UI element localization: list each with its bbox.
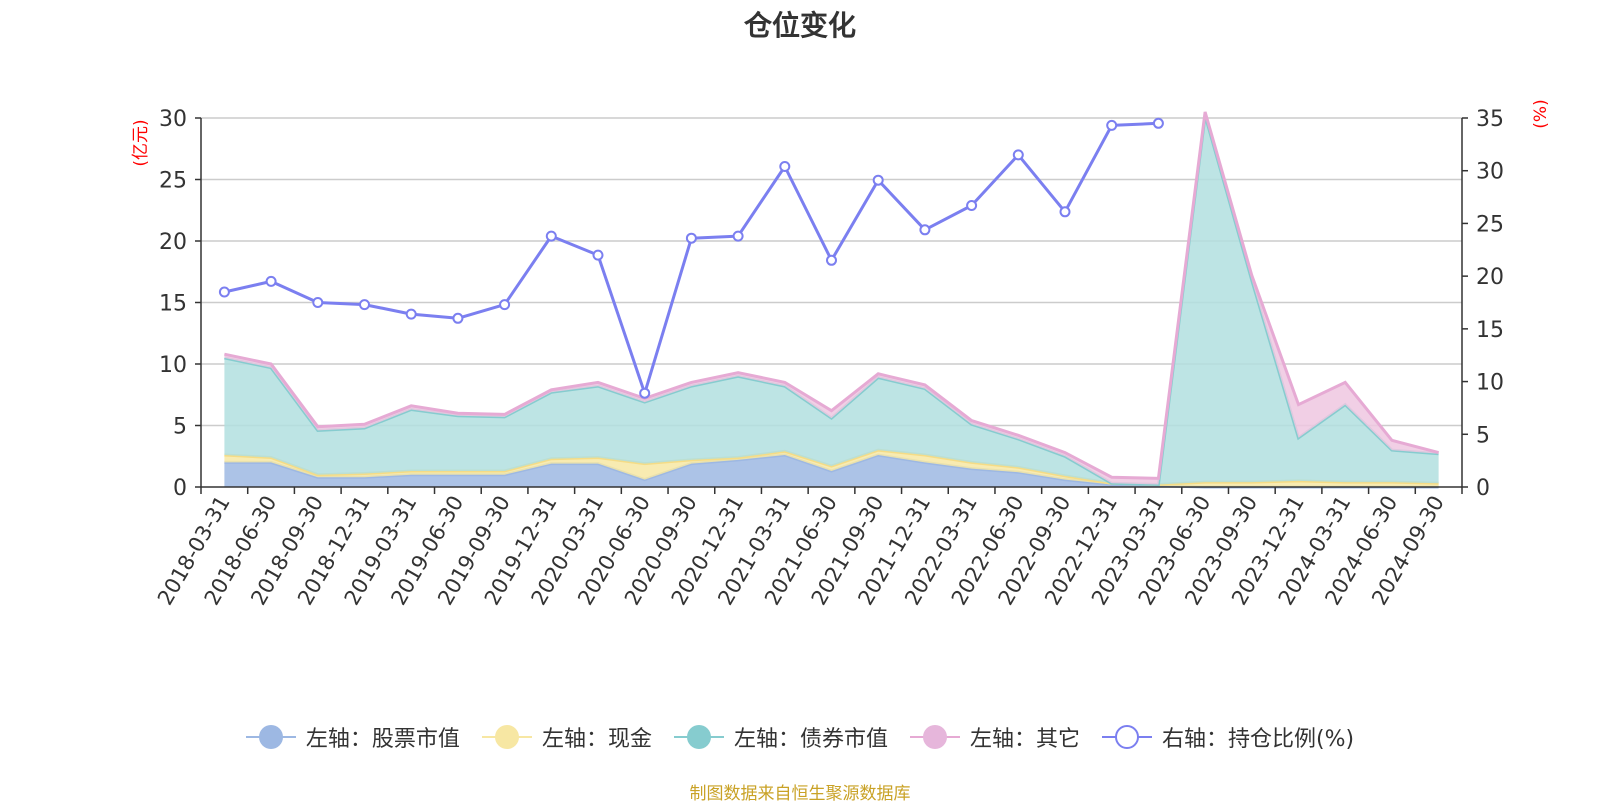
left-tick-label-6: 30: [159, 107, 187, 132]
left-tick-label-0: 0: [173, 476, 187, 501]
left-tick-label-4: 20: [159, 230, 187, 255]
position-ratio-point-19: [1106, 119, 1118, 131]
position-ratio-point-20: [1152, 117, 1164, 129]
position-ratio-point-7: [545, 230, 557, 242]
position-ratio-point-8: [592, 249, 604, 261]
legend-label-cash: 左轴：现金: [541, 727, 652, 752]
position-ratio-point-2: [312, 297, 324, 308]
legend-item-cash[interactable]: 左轴：现金: [481, 721, 652, 753]
position-ratio-point-4: [405, 308, 417, 320]
position-ratio-point-0: [218, 286, 230, 298]
position-ratio-point-1: [265, 275, 277, 287]
right-tick-label-7: 35: [1476, 107, 1504, 132]
legend-bond-marker-icon: [673, 725, 724, 749]
position-ratio-point-18: [1059, 206, 1071, 218]
legend-label-bond: 左轴：债券市值: [733, 727, 888, 752]
legend-item-bond[interactable]: 左轴：债券市值: [673, 721, 888, 753]
right-tick-label-5: 25: [1476, 212, 1504, 237]
area-series-1: [224, 450, 1439, 487]
chart-title: 仓位变化: [743, 9, 856, 42]
left-axis-unit-label: (亿元): [131, 119, 151, 166]
position-ratio-point-17: [1012, 149, 1024, 161]
position-ratio-point-11: [732, 230, 744, 242]
area-series-2: [224, 115, 1439, 485]
right-tick-label-2: 10: [1476, 371, 1504, 396]
legend-label-stock: 左轴：股票市值: [305, 727, 460, 752]
legend-cash-marker-icon: [481, 725, 532, 749]
right-axis-unit-label: (%): [1531, 99, 1551, 128]
legend-item-other[interactable]: 左轴：其它: [909, 721, 1080, 753]
legend-label-other: 左轴：其它: [969, 727, 1080, 752]
right-tick-label-1: 5: [1476, 423, 1490, 448]
position-ratio-point-9: [639, 387, 651, 399]
legend-stock-marker-icon: [245, 725, 296, 749]
right-tick-label-4: 20: [1476, 265, 1504, 290]
right-tick-label-6: 30: [1476, 160, 1504, 185]
data-source-note: 制图数据来自恒生聚源数据库: [689, 784, 911, 804]
left-tick-label-3: 15: [159, 292, 187, 317]
legend-other-marker-icon: [909, 725, 960, 749]
legend-label-position-ratio: 右轴：持仓比例(%): [1161, 727, 1355, 752]
position-ratio-point-12: [779, 161, 791, 172]
position-ratio-point-13: [826, 254, 837, 266]
position-ratio-point-14: [872, 174, 884, 186]
left-tick-label-5: 25: [159, 169, 187, 194]
right-tick-label-0: 0: [1476, 476, 1490, 501]
right-tick-label-3: 15: [1476, 318, 1504, 343]
position-ratio-point-3: [359, 299, 370, 311]
position-ratio-point-15: [919, 224, 931, 236]
legend-item-stock[interactable]: 左轴：股票市值: [245, 721, 460, 753]
legend-ratio-marker-icon: [1101, 725, 1152, 749]
legend-item-position-ratio[interactable]: 右轴：持仓比例(%): [1101, 721, 1355, 753]
position-ratio-point-5: [452, 312, 464, 324]
position-ratio-point-10: [685, 232, 697, 244]
chart-legend: 左轴：股票市值 左轴：现金 左轴：债券市值 左轴：其它 右轴：持仓比例(%): [0, 720, 1600, 754]
position-ratio-line: [224, 121, 1159, 395]
left-tick-label-1: 5: [173, 415, 187, 440]
area-edge-series-3: [224, 111, 1439, 480]
left-tick-label-2: 10: [159, 353, 187, 378]
position-ratio-point-16: [966, 200, 978, 211]
position-ratio-point-6: [499, 299, 511, 311]
